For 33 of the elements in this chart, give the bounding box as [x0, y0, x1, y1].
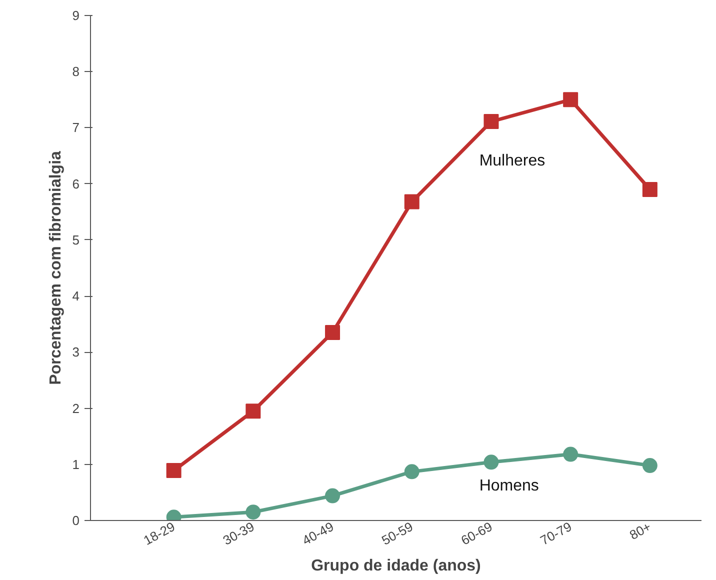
- y-axis-title: Porcentagem com fibromialgia: [47, 150, 64, 385]
- point: [246, 504, 261, 520]
- y-tick-label: 0: [72, 513, 80, 528]
- x-tick-label: 40-49: [300, 518, 336, 548]
- x-tick-label: 30-39: [220, 518, 257, 548]
- y-tick-label: 3: [72, 344, 80, 360]
- series-label: Mulheres: [479, 152, 546, 170]
- y-tick-label: 8: [72, 64, 80, 80]
- y-tick-label: 6: [72, 176, 80, 192]
- y-tick-label: 1: [72, 456, 80, 472]
- point: [642, 182, 658, 197]
- point: [484, 114, 499, 130]
- x-axis-title: Grupo de idade (anos): [311, 557, 481, 574]
- x-tick-label: 60-69: [458, 518, 495, 548]
- point: [325, 325, 340, 340]
- point: [563, 92, 578, 108]
- y-tick-label: 4: [72, 288, 80, 304]
- point: [404, 464, 420, 480]
- point: [246, 404, 261, 419]
- x-tick-label: 70-79: [538, 518, 574, 548]
- y-tick-label: 2: [72, 400, 80, 416]
- point: [642, 458, 658, 473]
- point: [166, 463, 182, 478]
- y-tick-label: 9: [72, 8, 80, 23]
- point: [404, 194, 420, 210]
- point: [325, 488, 340, 504]
- y-tick-label: 7: [72, 120, 80, 136]
- point: [484, 454, 499, 470]
- x-tick-label: 50-59: [379, 518, 416, 548]
- series-label: Homens: [479, 477, 539, 494]
- y-tick-label: 5: [72, 232, 80, 248]
- x-tick-label: 80+: [626, 518, 654, 543]
- point: [563, 446, 578, 462]
